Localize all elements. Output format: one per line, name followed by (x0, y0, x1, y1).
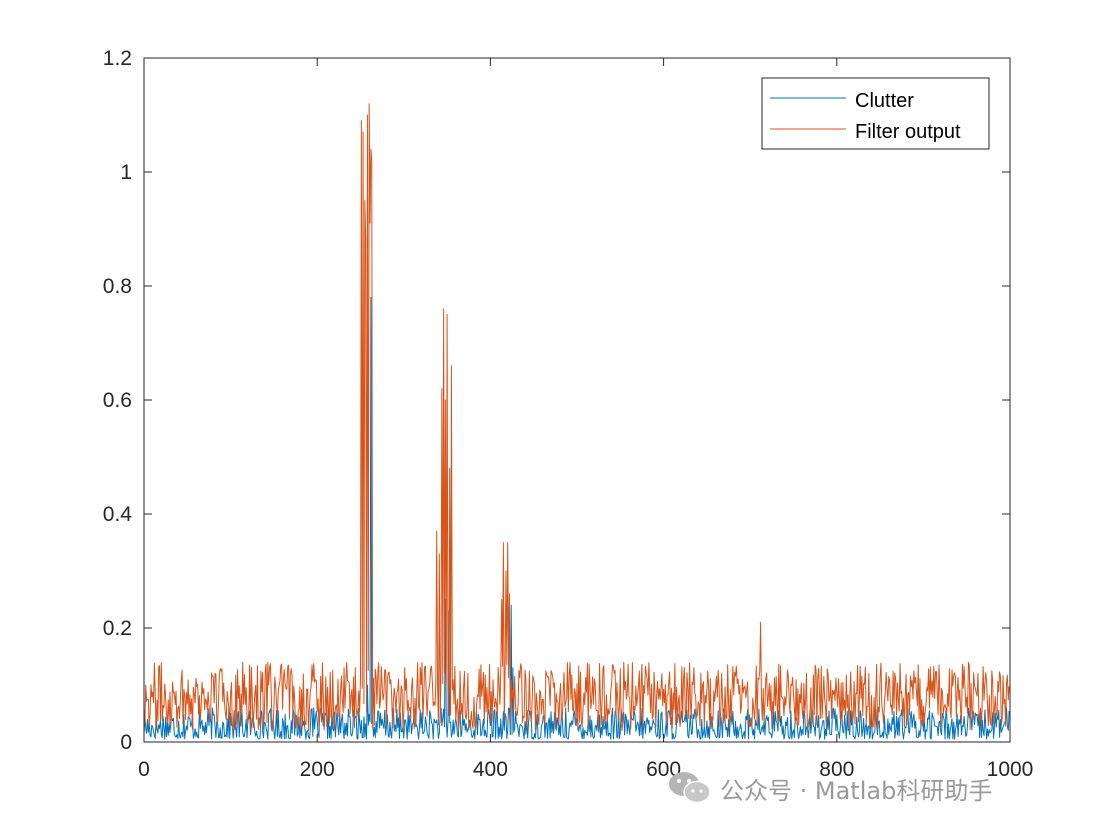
legend-box (761, 77, 990, 150)
watermark-text: 公众号 · Matlab科研助手 (720, 776, 993, 805)
plot-area: 0 200 400 600 800 1000 0 0.2 0.4 0.6 0.8 1 1.2 (103, 47, 1034, 781)
y-tick-label-1.2: 1.2 (103, 47, 132, 70)
legend-label-clutter: Clutter (855, 90, 914, 112)
y-tick-label-1: 1 (120, 161, 132, 184)
x-tick-label-1000: 1000 (987, 758, 1034, 781)
x-axis-ticks: 0 200 400 600 800 1000 (138, 58, 1033, 781)
series-layer (143, 103, 1010, 740)
y-tick-label-0.2: 0.2 (103, 617, 132, 640)
legend-label-filter-output: Filter output (855, 121, 961, 143)
x-tick-label-600: 600 (646, 758, 681, 781)
x-tick-label-400: 400 (473, 758, 508, 781)
legend[interactable]: Clutter Filter output (761, 77, 990, 150)
wechat-icon (669, 772, 711, 804)
y-tick-label-0: 0 (120, 731, 132, 754)
series-line-filter-output (143, 103, 1010, 732)
x-tick-label-0: 0 (138, 758, 150, 781)
y-axis-ticks: 0 0.2 0.4 0.6 0.8 1 1.2 (103, 47, 1010, 754)
watermark: 公众号 · Matlab科研助手 (668, 766, 992, 810)
x-tick-label-200: 200 (300, 758, 335, 781)
y-tick-label-0.4: 0.4 (103, 503, 133, 526)
y-tick-label-0.6: 0.6 (103, 389, 132, 412)
y-tick-label-0.8: 0.8 (103, 275, 132, 298)
axes-background (144, 58, 1010, 742)
x-tick-label-800: 800 (819, 758, 854, 781)
